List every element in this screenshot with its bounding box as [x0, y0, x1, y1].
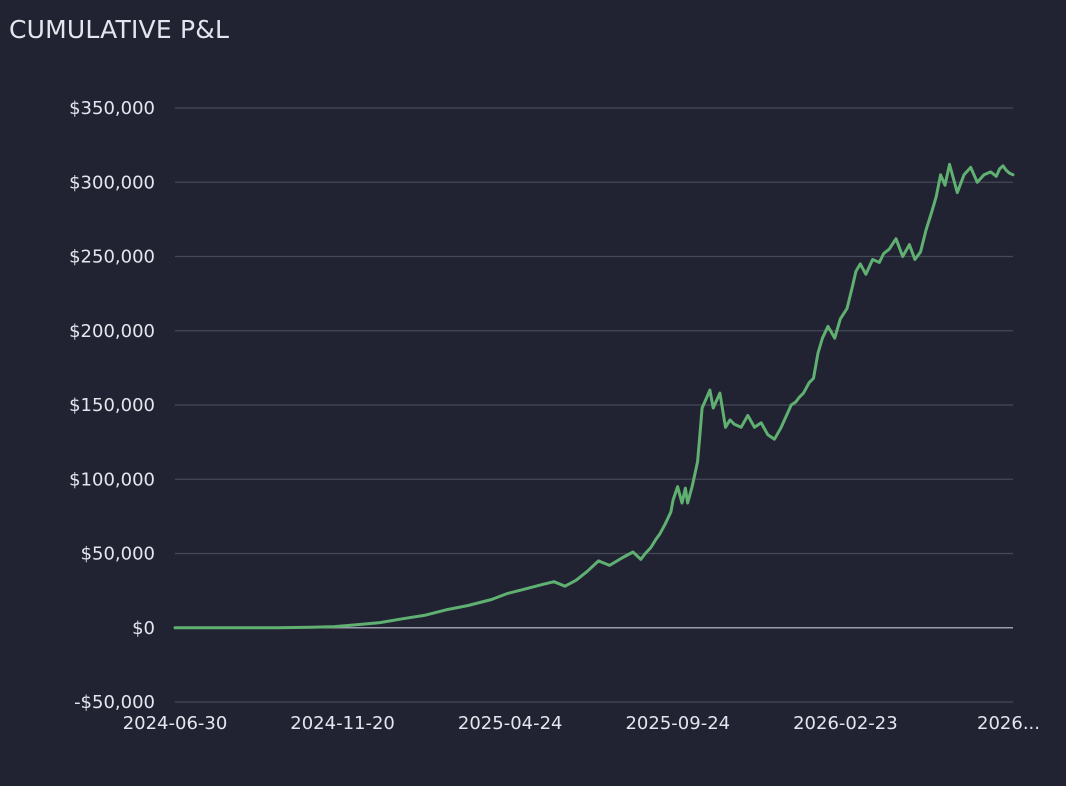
- y-tick-label: $50,000: [81, 544, 155, 565]
- y-tick-label: -$50,000: [74, 692, 155, 713]
- x-tick-label: 2026...: [977, 713, 1040, 734]
- y-tick-label: $300,000: [69, 172, 155, 193]
- x-tick-label: 2026-02-23: [793, 713, 898, 734]
- y-tick-label: $250,000: [69, 247, 155, 268]
- y-tick-label: $350,000: [69, 98, 155, 119]
- y-tick-label: $200,000: [69, 321, 155, 342]
- x-tick-label: 2024-06-30: [123, 713, 228, 734]
- y-tick-label: $0: [132, 618, 155, 639]
- x-tick-label: 2024-11-20: [290, 713, 395, 734]
- pnl-line: [173, 162, 1015, 630]
- x-tick-label: 2025-04-24: [458, 713, 563, 734]
- chart-title: CUMULATIVE P&L: [9, 15, 230, 44]
- y-tick-label: $100,000: [69, 469, 155, 490]
- y-tick-label: $150,000: [69, 395, 155, 416]
- x-tick-label: 2025-09-24: [625, 713, 730, 734]
